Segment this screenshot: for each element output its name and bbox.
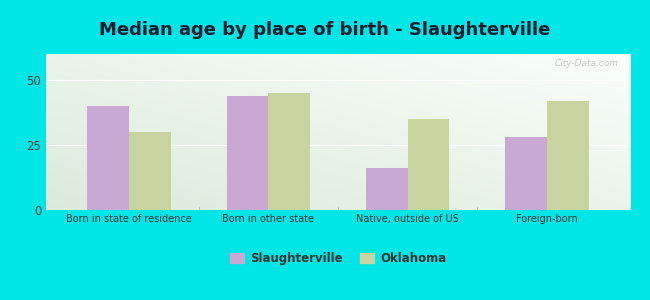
Bar (547, 101, 589, 210)
Bar (227, 96, 268, 210)
Bar (268, 93, 310, 210)
Bar (505, 137, 547, 210)
Bar (129, 132, 171, 210)
Bar (408, 119, 449, 210)
Bar (87, 106, 129, 210)
Legend: Slaughterville, Oklahoma: Slaughterville, Oklahoma (225, 247, 451, 270)
Text: City-Data.com: City-Data.com (555, 59, 619, 68)
Text: Median age by place of birth - Slaughterville: Median age by place of birth - Slaughter… (99, 21, 551, 39)
Bar (366, 168, 408, 210)
